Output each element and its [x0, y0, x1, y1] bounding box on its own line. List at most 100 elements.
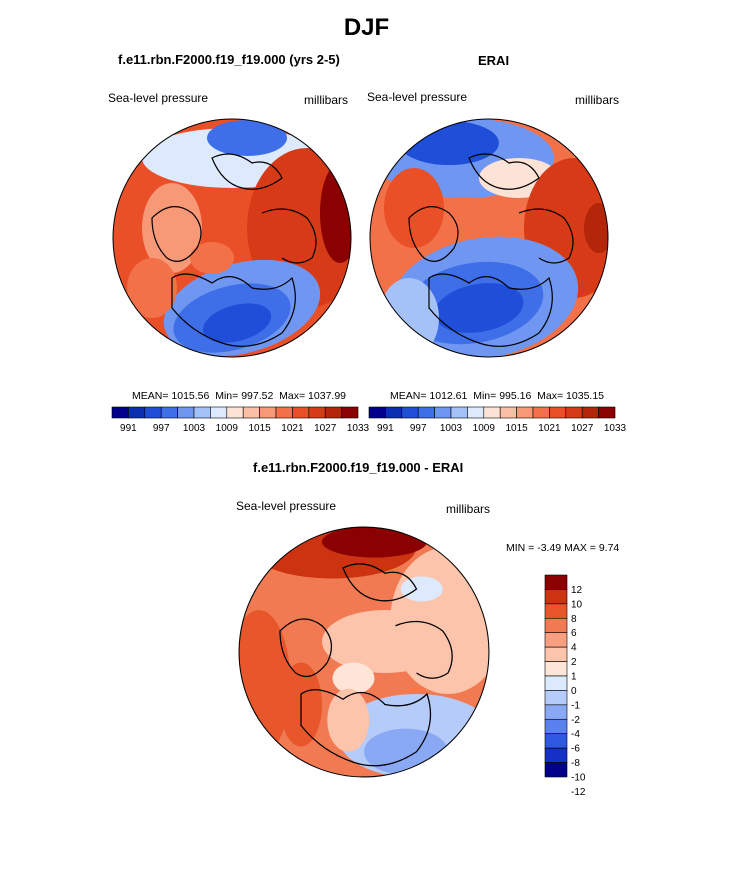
- panel3-pressure-region: [327, 688, 370, 752]
- panel3-pressure-region: [364, 728, 448, 775]
- panel1-pressure-region: [207, 120, 287, 156]
- panel1-min-label: Min=: [215, 390, 239, 402]
- panel3-colorbar-swatch: [544, 632, 568, 648]
- panel1-colorbar-swatch: [292, 406, 310, 419]
- panel2-colorbar-swatch: [532, 406, 550, 419]
- panel1-colorbar-swatch: [226, 406, 244, 419]
- panel3-colorbar-tick-label: -12: [571, 787, 586, 798]
- panel1-coastline: [261, 208, 317, 264]
- panel3-stats: MIN = -3.49 MAX = 9.74: [506, 542, 619, 554]
- panel2-pressure-region: [434, 283, 524, 333]
- panel2-colorbar-swatch: [434, 406, 452, 419]
- panel3-colorbar-tick-label: -6: [571, 744, 580, 755]
- panel1-pressure-region: [142, 183, 202, 273]
- panel3-coastline: [300, 689, 432, 767]
- panel2-max-value: 1035.15: [566, 390, 605, 402]
- panel1-colorbar: 991 997 1003 1009 1015 1021 1027 1033: [111, 406, 370, 434]
- panel3-pressure-region: [239, 610, 291, 757]
- panel2-pressure-region: [379, 278, 439, 357]
- panel1-max-value: 1037.99: [308, 390, 347, 402]
- panel2-colorbar-swatch: [368, 406, 386, 419]
- panel1-pressure-region: [127, 258, 177, 318]
- panel3-boundary: [238, 526, 490, 778]
- panel3-left-label: Sea-level pressure: [236, 499, 337, 513]
- panel2-colorbar-swatch: [549, 406, 567, 419]
- panel1-contour-fill: [113, 119, 351, 357]
- panel3-right-label: millibars: [446, 502, 491, 516]
- panel1-mean-label: MEAN=: [132, 390, 169, 402]
- panel1-colorbar-swatch: [177, 406, 195, 419]
- panel1-coastline: [171, 273, 296, 347]
- panel2-colorbar-swatch: [581, 406, 599, 419]
- panel1-colorbar-swatch: [242, 406, 260, 419]
- panel2-coastline: [408, 206, 459, 262]
- panel1-colorbar-swatch: [193, 406, 211, 419]
- panel1-colorbar-swatch: [144, 406, 162, 419]
- panel2-colorbar-tick-label: 1015: [505, 423, 528, 434]
- panel2-colorbar-swatch: [598, 406, 616, 419]
- panel3-colorbar-tick-label: 2: [571, 657, 577, 668]
- panel1-coastline: [211, 153, 283, 190]
- panel1-colorbar-swatch: [160, 406, 178, 419]
- panel3-pressure-region: [400, 576, 443, 602]
- panel3-colorbar-swatch: [544, 661, 568, 677]
- panel3-colorbar-tick-label: 8: [571, 614, 577, 625]
- panel2-colorbar-swatch: [417, 406, 435, 419]
- panel1-title: f.e11.rbn.F2000.f19_f19.000 (yrs 2-5): [118, 52, 340, 67]
- panel1-left-label: Sea-level pressure: [108, 91, 209, 105]
- panel3-colorbar-swatch: [544, 675, 568, 691]
- panel2-pressure-region: [584, 203, 608, 253]
- panel3-min-value: -3.49: [537, 542, 562, 554]
- panel2-left-label: Sea-level pressure: [367, 90, 468, 104]
- panel2-colorbar-swatch: [483, 406, 501, 419]
- panel2-colorbar-tick-label: 1003: [440, 423, 463, 434]
- panel3-coastline: [395, 620, 453, 679]
- panel2-colorbar-swatch: [467, 406, 485, 419]
- panel1-colorbar-tick-label: 1033: [347, 423, 370, 434]
- panel3-colorbar-swatch: [544, 603, 568, 619]
- panel2-colorbar-swatch: [565, 406, 583, 419]
- panel3-colorbar-tick-label: -4: [571, 729, 580, 740]
- panel2-colorbar-tick-label: 991: [377, 423, 394, 434]
- panel3-colorbar-swatch: [544, 762, 568, 778]
- panel3-max-label: MAX =: [564, 542, 596, 554]
- panel2-title: ERAI: [478, 53, 510, 68]
- panel1-colorbar-swatch: [341, 406, 359, 419]
- panel1-right-label: millibars: [304, 93, 349, 107]
- panel1-boundary: [112, 118, 352, 358]
- panel3-colorbar-tick-label: 12: [571, 585, 583, 596]
- panel1-colorbar-swatch: [128, 406, 146, 419]
- panel3-colorbar-swatch: [544, 690, 568, 706]
- panel2-coastline: [518, 208, 574, 264]
- panel3-pressure-region: [322, 610, 448, 673]
- panel1-colorbar-tick-label: 1015: [248, 423, 271, 434]
- panel3-min-label: MIN =: [506, 542, 535, 554]
- panel3-pressure-region: [322, 527, 427, 558]
- panel2-pressure-region: [399, 121, 499, 165]
- panel1-min-value: 997.52: [241, 390, 274, 402]
- panel2-colorbar-swatch: [499, 406, 517, 419]
- panel3-colorbar-tick-label: -2: [571, 715, 580, 726]
- panel1-colorbar-swatch: [275, 406, 293, 419]
- panel2-right-label: millibars: [575, 93, 620, 107]
- panel1-pressure-region: [190, 242, 234, 274]
- panel3-coastline: [342, 563, 418, 602]
- panel2-colorbar-tick-label: 1021: [538, 423, 561, 434]
- panel2-colorbar: 991 997 1003 1009 1015 1021 1027 1033: [368, 406, 627, 434]
- panel3-title: f.e11.rbn.F2000.f19_f19.000 - ERAI: [253, 460, 464, 475]
- panel2-colorbar-tick-label: 1009: [473, 423, 496, 434]
- panel3-colorbar-tick-label: 10: [571, 599, 583, 610]
- panel3-colorbar-tick-label: 6: [571, 628, 577, 639]
- panel1-colorbar-tick-label: 991: [120, 423, 137, 434]
- panel3-colorbar-tick-label: -1: [571, 700, 580, 711]
- panel3-contour-fill: [239, 527, 489, 777]
- panel1-colorbar-tick-label: 997: [153, 423, 170, 434]
- panel2-colorbar-swatch: [450, 406, 468, 419]
- panel2-coastline: [428, 273, 553, 347]
- panel2-colorbar-tick-label: 997: [410, 423, 427, 434]
- panel3-coastline: [279, 618, 333, 678]
- panel1-colorbar-swatch: [210, 406, 228, 419]
- panel3-colorbar-swatch: [544, 589, 568, 605]
- panel2-pressure-region: [384, 168, 444, 248]
